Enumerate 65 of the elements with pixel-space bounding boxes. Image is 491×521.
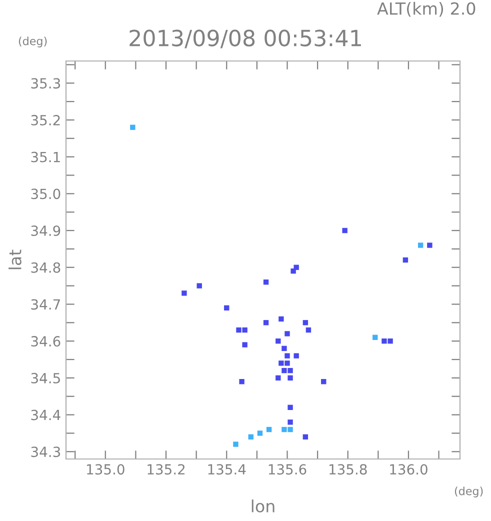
point — [372, 334, 378, 340]
point — [282, 346, 287, 352]
point — [388, 338, 393, 344]
point — [196, 283, 202, 288]
point — [306, 327, 312, 333]
y-tick-label: 34.9 — [31, 225, 60, 236]
point — [321, 379, 326, 384]
x-tick-label: 135.0 — [87, 464, 124, 475]
point — [418, 242, 424, 248]
point — [276, 338, 281, 344]
point — [266, 426, 272, 432]
point — [302, 320, 308, 326]
point — [130, 124, 136, 130]
x-axis-title: lon — [252, 500, 274, 512]
y-tick-label: 34.6 — [31, 336, 60, 347]
point — [278, 360, 284, 366]
point — [402, 257, 408, 263]
point — [288, 368, 293, 374]
text: (deg) — [18, 36, 47, 48]
text: (deg) — [454, 486, 483, 498]
y-tick-label: 35.2 — [31, 114, 60, 126]
point — [284, 353, 290, 358]
y-tick-label: 35.1 — [31, 152, 60, 162]
y-axis-title: lat — [8, 250, 22, 270]
x-tick-label: 136.0 — [390, 464, 428, 475]
point — [284, 360, 290, 366]
point — [282, 368, 287, 374]
point — [342, 228, 348, 234]
point — [427, 242, 432, 248]
point — [263, 320, 269, 326]
point — [288, 404, 293, 410]
text: ALT(km) 2.0 — [377, 2, 476, 17]
point — [182, 290, 187, 296]
point — [242, 327, 248, 333]
point — [284, 331, 290, 336]
x-tick-label: 135.2 — [148, 464, 185, 475]
x-tick-label: 135.4 — [208, 464, 246, 475]
point — [242, 342, 248, 348]
y-tick-label: 34.4 — [31, 410, 60, 420]
point — [233, 442, 238, 447]
point — [288, 375, 293, 381]
point — [302, 434, 308, 440]
point — [248, 434, 254, 440]
point — [263, 280, 269, 285]
point — [224, 305, 230, 311]
point — [288, 420, 293, 425]
y-tick-label: 35.0 — [31, 188, 60, 200]
point — [276, 375, 281, 381]
point — [239, 379, 244, 384]
point — [382, 338, 387, 344]
x-tick-label: 135.6 — [268, 464, 306, 475]
point — [236, 327, 242, 333]
point — [288, 426, 293, 432]
y-tick-label: 34.5 — [31, 372, 60, 384]
point — [294, 353, 299, 358]
point — [294, 264, 299, 270]
point — [282, 426, 287, 432]
point — [257, 430, 263, 436]
y-tick-label: 34.7 — [31, 299, 60, 310]
y-tick-label: 35.3 — [31, 78, 60, 89]
y-tick-label: 34.3 — [31, 446, 60, 458]
y-tick-label: 34.8 — [31, 262, 60, 273]
point — [278, 316, 284, 322]
chart-title: 2013/09/08 00:53:41 — [130, 30, 361, 48]
x-tick-label: 135.8 — [330, 464, 367, 475]
